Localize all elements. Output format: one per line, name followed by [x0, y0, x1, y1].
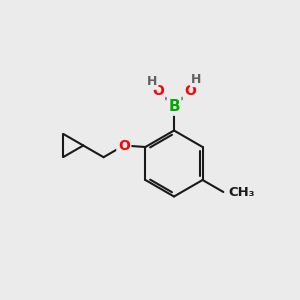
Text: CH₃: CH₃	[229, 185, 255, 199]
Text: H: H	[146, 75, 157, 88]
Text: O: O	[184, 84, 196, 98]
Text: O: O	[152, 84, 164, 98]
Text: H: H	[191, 73, 202, 86]
Text: O: O	[118, 139, 130, 152]
Text: B: B	[168, 99, 180, 114]
